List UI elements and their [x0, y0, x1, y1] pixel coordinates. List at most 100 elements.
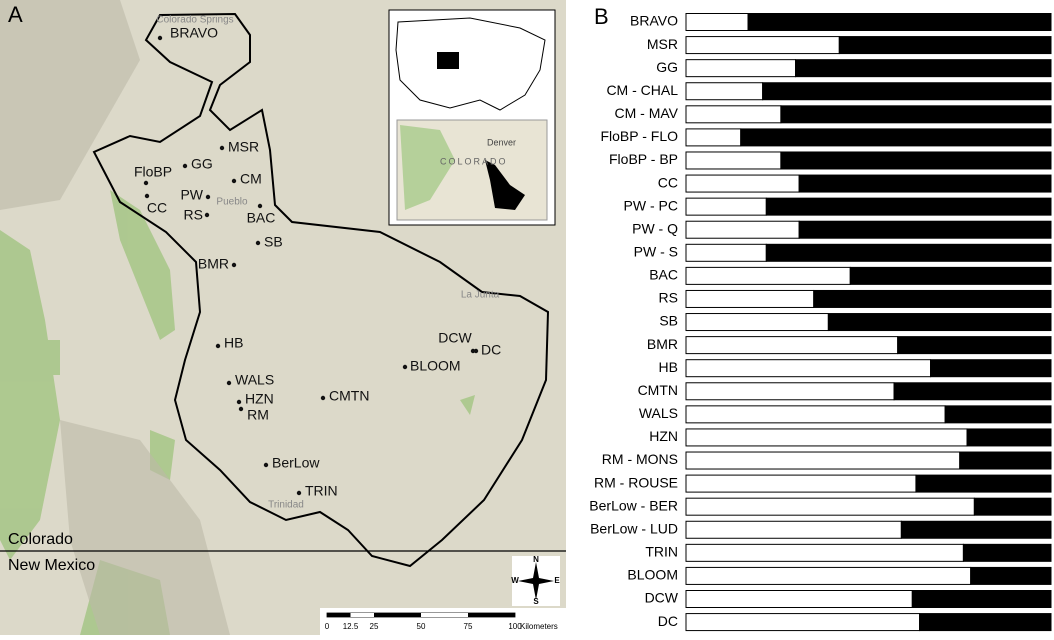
site-dot [183, 164, 187, 168]
bar-segment [686, 521, 901, 538]
figure: A Colorado New Mexico Colorado Springs P… [0, 0, 1054, 635]
panel-label: A [8, 2, 23, 27]
site-label: SB [264, 234, 283, 250]
y-tick-label: CM - CHAL [606, 82, 678, 98]
scale-tick-label: 75 [464, 622, 473, 631]
site-dot [227, 381, 231, 385]
site-dot [144, 181, 148, 185]
bar-segment [894, 383, 1051, 400]
y-tick-label: BRAVO [630, 13, 678, 29]
site-label: BAC [247, 210, 276, 226]
site-label: HZN [245, 391, 274, 407]
bar-segment [686, 267, 850, 284]
bar-segment [686, 37, 839, 54]
site-label: DC [481, 342, 501, 358]
site-label: PW [180, 187, 203, 203]
y-tick-label: FloBP - FLO [600, 128, 678, 144]
bar-segment [686, 544, 963, 561]
y-tick-label: FloBP - BP [609, 151, 678, 167]
y-tick-label: DC [658, 613, 678, 629]
bar-segment [686, 221, 799, 238]
site-label: BerLow [272, 455, 320, 471]
compass-n: N [533, 555, 539, 564]
site-label: FloBP [134, 164, 172, 180]
bar-segment [945, 406, 1051, 423]
y-tick-label: PW - PC [624, 197, 678, 213]
bar-segment [686, 152, 781, 169]
y-tick-label: SB [659, 313, 678, 329]
bar-segment [686, 452, 960, 469]
site-dot [216, 344, 220, 348]
scale-segment [468, 613, 515, 617]
site-label: RM [247, 407, 269, 423]
scale-unit: Kilometers [520, 622, 558, 631]
bar-segment [974, 498, 1051, 515]
site-dot [258, 204, 262, 208]
bar-segment [920, 614, 1051, 631]
site-dot [403, 365, 407, 369]
site-dot [145, 194, 149, 198]
scale-segment [351, 613, 375, 617]
site-label: CMTN [329, 388, 369, 404]
bar-segment [763, 83, 1051, 100]
bar-segment [828, 314, 1051, 331]
bar-segment [766, 244, 1051, 261]
scale-tick-label: 12.5 [343, 622, 359, 631]
site-label: RS [184, 207, 203, 223]
bar-segment [686, 14, 748, 31]
y-tick-label: RS [659, 290, 678, 306]
bar-segment [971, 567, 1051, 584]
bar-segment [686, 83, 763, 100]
bar-segment [799, 175, 1051, 192]
colorado-highlight [437, 52, 459, 69]
bar-segment [686, 106, 781, 123]
scale-segment [374, 613, 421, 617]
bar-segment [686, 129, 741, 146]
y-tick-label: CM - MAV [614, 105, 678, 121]
y-tick-label: BerLow - BER [589, 497, 678, 513]
bar-segment [686, 244, 766, 261]
us-outline [396, 18, 545, 110]
y-tick-label: BLOOM [627, 567, 678, 583]
site-dot [205, 213, 209, 217]
bar-segment [901, 521, 1051, 538]
site-label: BRAVO [170, 25, 218, 41]
bar-segment [686, 475, 916, 492]
y-tick-label: DCW [645, 590, 679, 606]
site-label: GG [191, 156, 213, 172]
y-tick-label: WALS [639, 405, 678, 421]
site-label: MSR [228, 139, 259, 155]
site-dot [220, 146, 224, 150]
bar-segment [686, 314, 828, 331]
bar-segment [898, 337, 1051, 354]
y-tick-label: RM - ROUSE [594, 474, 678, 490]
state-label: New Mexico [8, 557, 95, 574]
scale-tick-label: 25 [370, 622, 379, 631]
y-tick-label: CC [658, 174, 678, 190]
bar-segment [963, 544, 1051, 561]
bar-segment [781, 152, 1051, 169]
y-tick-label: HZN [649, 428, 678, 444]
compass: N S E W [511, 555, 560, 606]
scale-tick-label: 100 [508, 622, 522, 631]
site-label: HB [224, 335, 243, 351]
bar-segment [967, 429, 1051, 446]
y-tick-label: BMR [647, 336, 678, 352]
bar-segment [931, 360, 1051, 377]
bar-segment [686, 591, 912, 608]
bar-segment [686, 60, 796, 77]
compass-s: S [533, 597, 539, 606]
scale-segment [327, 613, 351, 617]
y-tick-label: CMTN [638, 382, 678, 398]
site-label: TRIN [305, 483, 338, 499]
site-dot [297, 491, 301, 495]
y-tick-label: MSR [647, 36, 678, 52]
bar-segment [960, 452, 1051, 469]
site-label: BMR [198, 256, 229, 272]
bar-segment [686, 406, 945, 423]
site-dot [237, 400, 241, 404]
bar-segment [796, 60, 1052, 77]
y-tick-label: PW - S [634, 244, 678, 260]
site-label: WALS [235, 372, 274, 388]
bar-segment [686, 337, 898, 354]
